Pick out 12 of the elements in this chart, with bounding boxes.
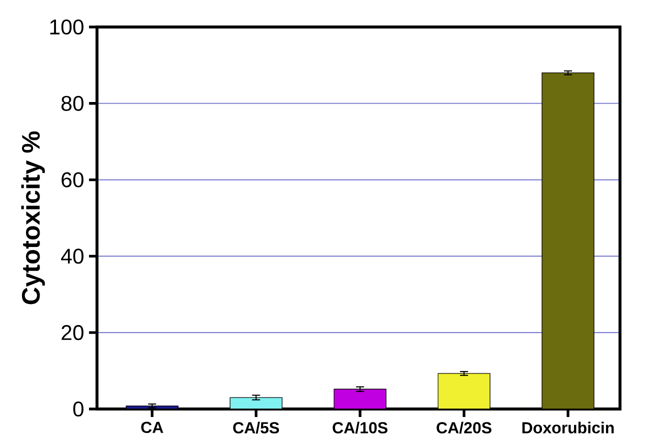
y-tick-label: 0 bbox=[73, 401, 84, 417]
x-tick-label: CA/20S bbox=[436, 422, 492, 434]
y-tick-label: 20 bbox=[62, 325, 84, 340]
y-tick-label: 40 bbox=[61, 248, 84, 264]
y-axis-title: Cytotoxicity % bbox=[21, 131, 45, 304]
x-tick-label: Doxorubicin bbox=[522, 422, 614, 434]
x-tick-label: CA bbox=[141, 422, 164, 434]
y-tick-label: 100 bbox=[50, 19, 84, 35]
x-tick-label: CA/10S bbox=[332, 422, 388, 434]
x-tick-label: CA/5S bbox=[233, 422, 280, 434]
y-tick-label: 80 bbox=[61, 96, 84, 111]
y-tick-label: 60 bbox=[62, 172, 84, 188]
